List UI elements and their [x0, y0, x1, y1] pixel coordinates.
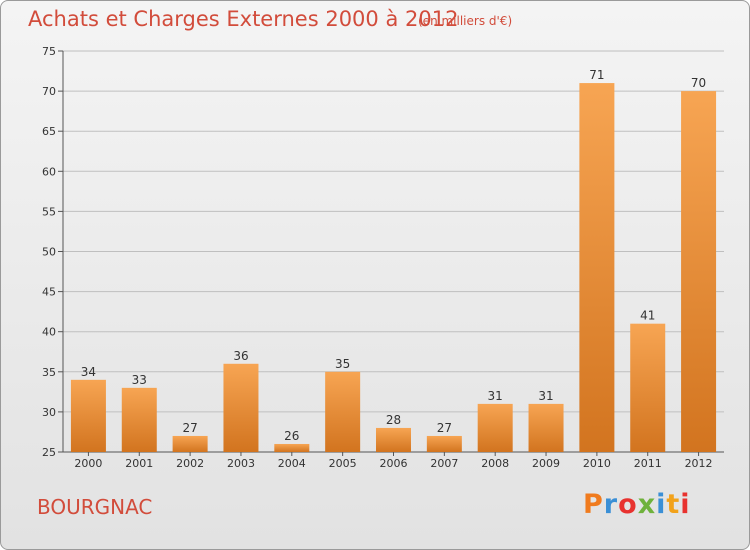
y-tick-label: 75: [42, 45, 56, 58]
data-label-2001: 33: [132, 373, 147, 387]
bar-2004[interactable]: [274, 443, 310, 452]
data-label-2011: 41: [640, 309, 655, 323]
bar-2010[interactable]: [579, 83, 615, 452]
y-tick-label: 40: [42, 326, 56, 339]
y-tick-label: 55: [42, 205, 56, 218]
x-tick-label-2012: 2012: [685, 457, 713, 470]
x-tick-label-2001: 2001: [125, 457, 153, 470]
data-label-2004: 26: [284, 429, 299, 443]
x-tick-label-2006: 2006: [380, 457, 408, 470]
bar-2011[interactable]: [630, 323, 666, 452]
bar-2002[interactable]: [172, 435, 208, 452]
bar-2001[interactable]: [121, 387, 157, 452]
y-tick-label: 30: [42, 406, 56, 419]
x-tick-label-2011: 2011: [634, 457, 662, 470]
x-tick-label-2005: 2005: [329, 457, 357, 470]
y-tick-label: 45: [42, 286, 56, 299]
data-label-2009: 31: [538, 389, 553, 403]
bar-2005[interactable]: [325, 371, 361, 452]
logo-letter: t: [666, 489, 681, 520]
x-tick-label-2003: 2003: [227, 457, 255, 470]
data-label-2006: 28: [386, 413, 401, 427]
logo-letter: x: [637, 489, 657, 520]
logo-letter: P: [583, 489, 604, 520]
bar-2003[interactable]: [223, 363, 259, 452]
data-label-2008: 31: [488, 389, 503, 403]
bars: [70, 83, 717, 452]
data-label-2005: 35: [335, 357, 350, 371]
y-tick-label: 50: [42, 246, 56, 259]
axes: [58, 50, 724, 456]
bar-2007[interactable]: [426, 435, 462, 452]
data-label-2007: 27: [437, 421, 452, 435]
grid-lines: [63, 50, 724, 453]
data-label-2000: 34: [81, 365, 96, 379]
data-label-2003: 36: [233, 349, 248, 363]
proxiti-logo[interactable]: Proxiti: [583, 489, 691, 520]
logo-letter: i: [680, 489, 691, 520]
bar-2012[interactable]: [681, 91, 717, 452]
bar-2009[interactable]: [528, 403, 564, 452]
commune-name: BOURGNAC: [37, 495, 153, 519]
data-label-2002: 27: [182, 421, 197, 435]
x-tick-label-2007: 2007: [430, 457, 458, 470]
chart-subtitle: (en milliers d'€): [418, 14, 513, 28]
y-tick-label: 65: [42, 125, 56, 138]
y-tick-label: 35: [42, 366, 56, 379]
x-tick-label-2009: 2009: [532, 457, 560, 470]
logo-letter: i: [656, 489, 667, 520]
y-tick-label: 25: [42, 446, 56, 459]
data-label-2012: 70: [691, 76, 706, 90]
chart-title: Achats et Charges Externes 2000 à 2012: [28, 7, 459, 31]
x-tick-label-2004: 2004: [278, 457, 306, 470]
logo-letter: o: [618, 489, 638, 520]
logo-letter: r: [603, 489, 619, 520]
bar-2008[interactable]: [477, 403, 513, 452]
x-tick-label-2008: 2008: [481, 457, 509, 470]
labels: 25 30 35 40 45 50 55 60 65 70 75 2000 34 2001 33 2002 27…: [42, 45, 713, 470]
data-label-2010: 71: [589, 68, 604, 82]
bar-2000[interactable]: [70, 379, 106, 452]
y-tick-label: 70: [42, 85, 56, 98]
x-tick-label-2002: 2002: [176, 457, 204, 470]
y-tick-label: 60: [42, 165, 56, 178]
x-tick-label-2000: 2000: [74, 457, 102, 470]
bar-2006[interactable]: [376, 427, 411, 452]
x-tick-label-2010: 2010: [583, 457, 611, 470]
